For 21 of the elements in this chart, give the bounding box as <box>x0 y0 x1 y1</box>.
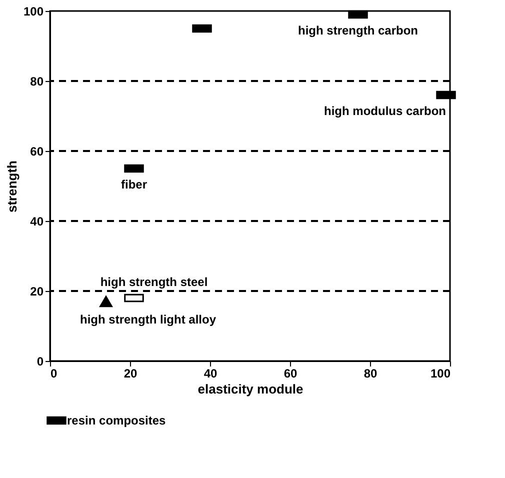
annotation: high strength steel <box>100 275 208 289</box>
annotation: high modulus carbon <box>324 104 446 118</box>
y-tick-label: 100 <box>23 4 44 18</box>
legend-label: resin composites <box>67 414 166 428</box>
x-tick-label: 20 <box>124 366 138 380</box>
y-tick-label: 20 <box>30 284 44 298</box>
x-tick-label: 100 <box>430 366 451 380</box>
x-tick-label: 0 <box>50 366 58 380</box>
y-tick-label: 40 <box>30 214 44 228</box>
y-axis-title: strength <box>4 160 20 212</box>
x-tick-label: 60 <box>284 366 298 380</box>
y-tick-label: 80 <box>30 74 44 88</box>
point <box>100 296 112 308</box>
x-tick-label: 40 <box>204 366 218 380</box>
annotation: fiber <box>120 178 148 192</box>
annotation: high strength carbon <box>298 24 418 38</box>
y-tick-label: 0 <box>36 354 44 368</box>
y-tick-label: 60 <box>30 144 44 158</box>
x-axis-title: elasticity module <box>198 382 304 396</box>
annotation: high strength light alloy <box>80 312 216 326</box>
x-tick-label: 80 <box>364 366 378 380</box>
